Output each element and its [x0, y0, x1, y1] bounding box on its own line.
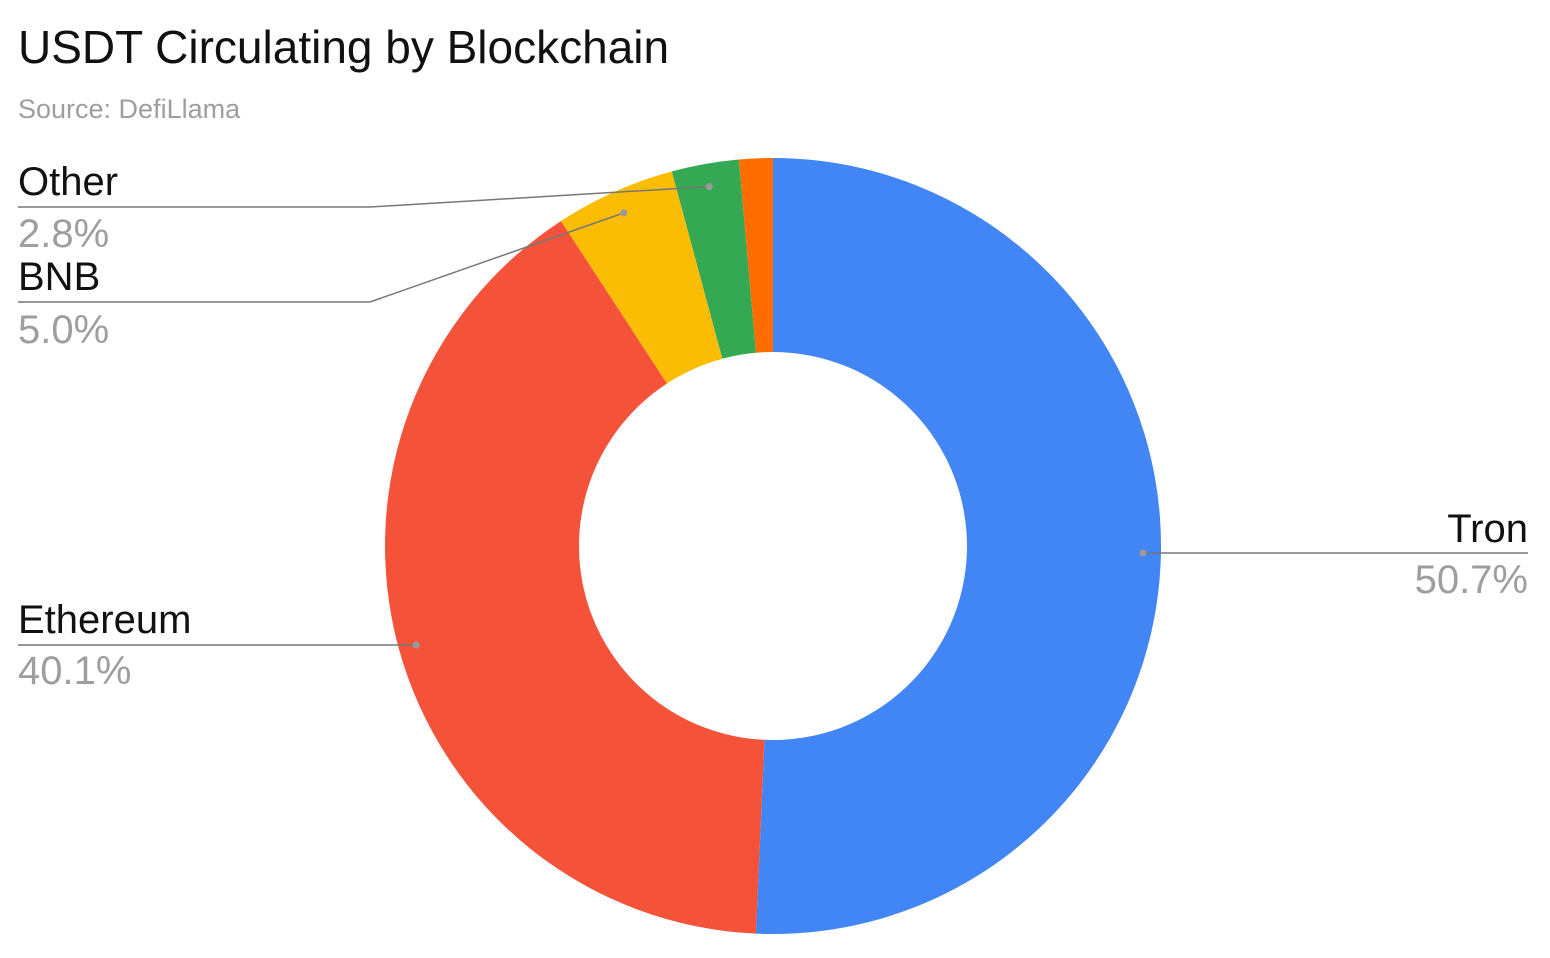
- leader-dot: [620, 209, 628, 217]
- slice-value-label: 2.8%: [18, 212, 109, 256]
- slice-label: BNB: [18, 255, 100, 299]
- donut-slice: [385, 221, 765, 934]
- donut-slice: [755, 158, 1162, 935]
- slice-label: Ethereum: [18, 598, 191, 642]
- leader-dot: [412, 641, 420, 649]
- leader-dot: [1139, 549, 1147, 557]
- slice-label: Other: [18, 160, 118, 204]
- slice-label: Tron: [1447, 507, 1528, 551]
- chart-subtitle: Source: DefiLlama: [18, 94, 241, 124]
- donut-slice: [671, 159, 756, 359]
- chart-title: USDT Circulating by Blockchain: [18, 21, 669, 73]
- slice-value-label: 40.1%: [18, 649, 131, 693]
- leader-dot: [705, 183, 713, 191]
- donut-slice: [560, 171, 723, 384]
- leader-line: [18, 212, 625, 303]
- donut-slice: [738, 158, 773, 353]
- leader-line: [18, 185, 710, 208]
- slice-value-label: 5.0%: [18, 308, 109, 352]
- slice-value-label: 50.7%: [1415, 558, 1528, 602]
